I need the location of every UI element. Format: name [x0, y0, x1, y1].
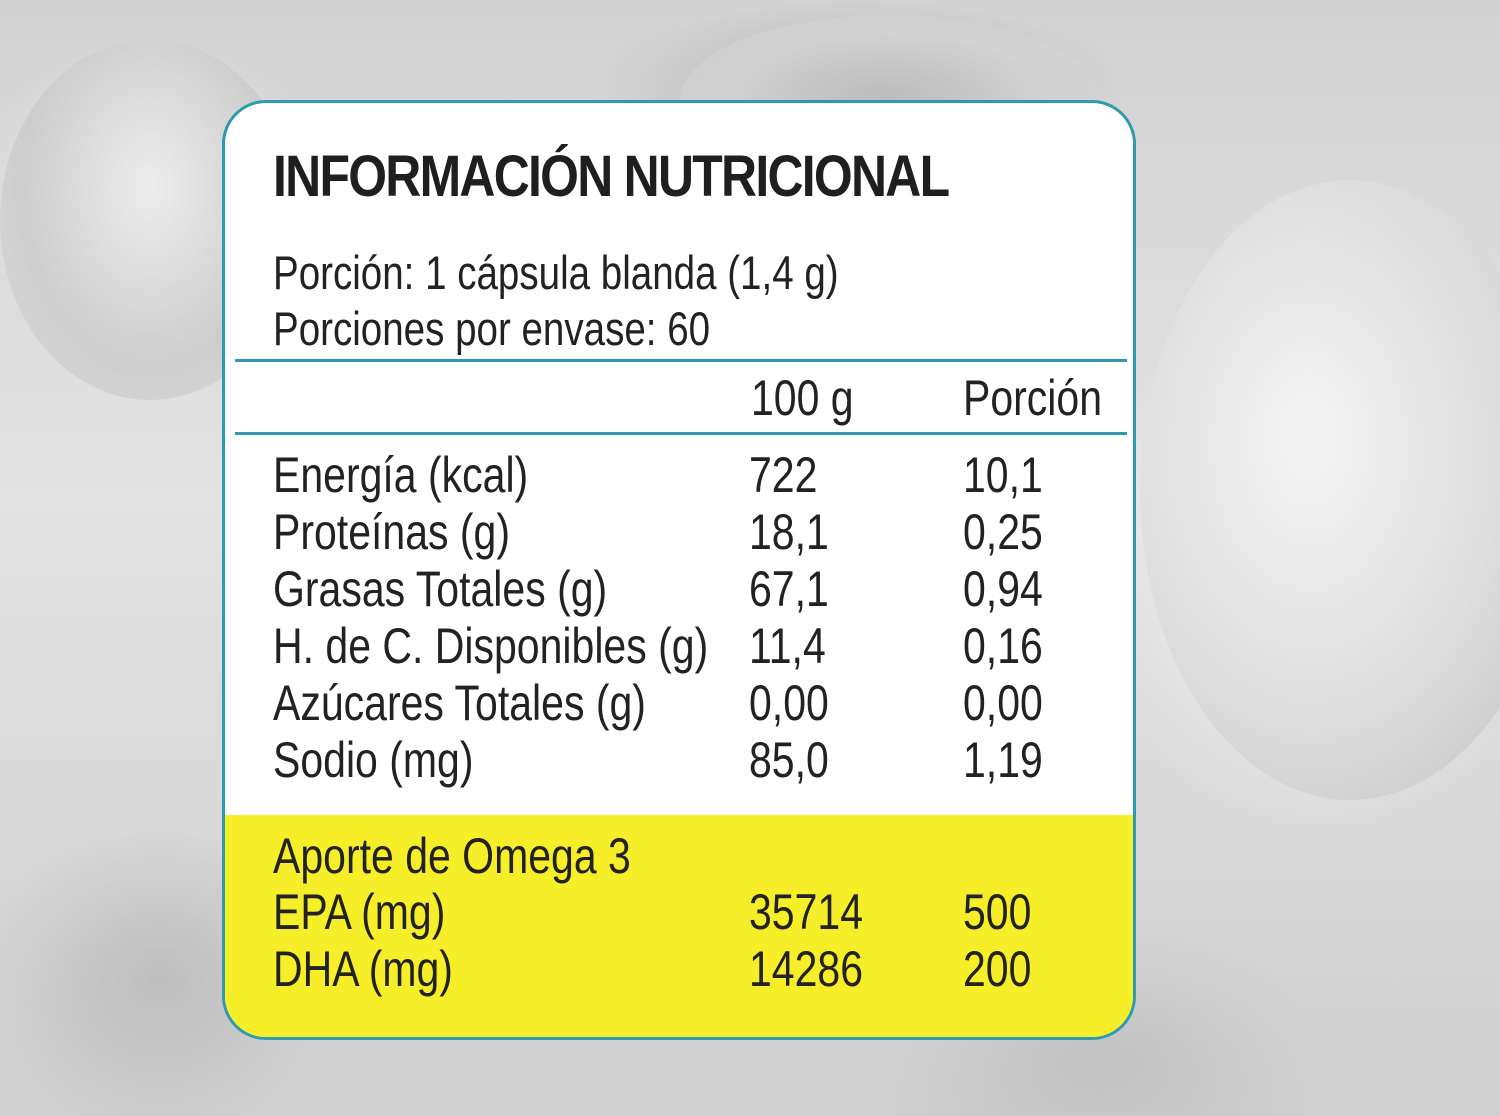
nutrient-row: Grasas Totales (g) 67,1 0,94 [225, 564, 1133, 622]
nutrient-per-serving: 10,1 [963, 447, 1043, 503]
nutrient-per-serving: 1,19 [963, 732, 1043, 788]
nutrient-row: Sodio (mg) 85,0 1,19 [225, 735, 1133, 793]
background-capsule-right [1140, 180, 1500, 800]
omega-heading: Aporte de Omega 3 [273, 828, 631, 884]
nutrient-per-100g: 11,4 [749, 618, 826, 674]
serving-size: Porción: 1 cápsula blanda (1,4 g) [273, 246, 839, 299]
nutrient-name: H. de C. Disponibles (g) [273, 618, 709, 674]
nutrient-row: Proteínas (g) 18,1 0,25 [225, 507, 1133, 565]
omega-name: EPA (mg) [273, 884, 446, 940]
omega-name: DHA (mg) [273, 941, 453, 997]
nutrient-per-100g: 67,1 [749, 561, 829, 617]
divider-header [235, 432, 1127, 435]
panel-title: INFORMACIÓN NUTRICIONAL [273, 144, 950, 209]
nutrient-per-100g: 0,00 [749, 675, 829, 731]
nutrient-name: Energía (kcal) [273, 447, 529, 503]
nutrient-per-serving: 0,94 [963, 561, 1043, 617]
servings-per-container: Porciones por envase: 60 [273, 302, 711, 355]
omega-per-100g: 35714 [749, 884, 864, 940]
nutrient-name: Sodio (mg) [273, 732, 474, 788]
omega-per-serving: 500 [963, 884, 1032, 940]
omega-per-100g: 14286 [749, 941, 864, 997]
nutrient-name: Proteínas (g) [273, 504, 510, 560]
nutrient-name: Azúcares Totales (g) [273, 675, 646, 731]
nutrient-row: Energía (kcal) 722 10,1 [225, 450, 1133, 508]
nutrient-per-serving: 0,16 [963, 618, 1043, 674]
nutrient-per-100g: 722 [749, 447, 818, 503]
nutrient-name: Grasas Totales (g) [273, 561, 608, 617]
omega-row: DHA (mg) 14286 200 [225, 944, 1133, 1002]
omega-per-serving: 200 [963, 941, 1032, 997]
nutrient-per-serving: 0,00 [963, 675, 1043, 731]
column-header-portion: Porción [963, 370, 1103, 426]
nutrition-facts-panel: INFORMACIÓN NUTRICIONAL Porción: 1 cápsu… [222, 100, 1136, 1040]
omega-3-highlight-section: Aporte de Omega 3 EPA (mg) 35714 500 DHA… [225, 815, 1133, 1037]
divider-top [235, 359, 1127, 362]
column-header-100g: 100 g [751, 370, 854, 426]
nutrient-row: Azúcares Totales (g) 0,00 0,00 [225, 678, 1133, 736]
omega-row: EPA (mg) 35714 500 [225, 887, 1133, 945]
nutrient-per-100g: 85,0 [749, 732, 829, 788]
nutrient-per-100g: 18,1 [749, 504, 829, 560]
nutrient-row: H. de C. Disponibles (g) 11,4 0,16 [225, 621, 1133, 679]
nutrient-per-serving: 0,25 [963, 504, 1043, 560]
